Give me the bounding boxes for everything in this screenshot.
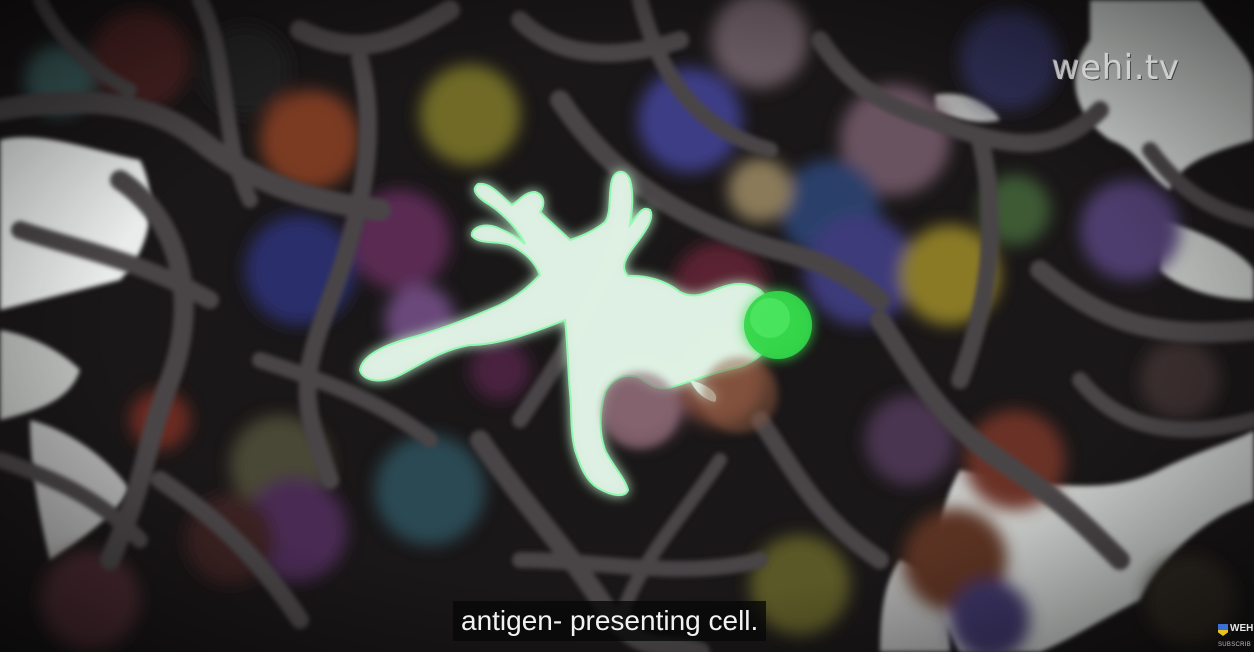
channel-name: WEH <box>1230 623 1254 634</box>
subscribe-label: SUBSCRIB <box>1218 642 1252 648</box>
subtitle-caption: antigen- presenting cell. <box>453 601 767 641</box>
shield-logo-icon <box>1218 624 1228 636</box>
channel-subscribe-badge[interactable]: WEH SUBSCRIB <box>1216 620 1254 652</box>
wehi-watermark: wehi.tv <box>1052 48 1180 88</box>
